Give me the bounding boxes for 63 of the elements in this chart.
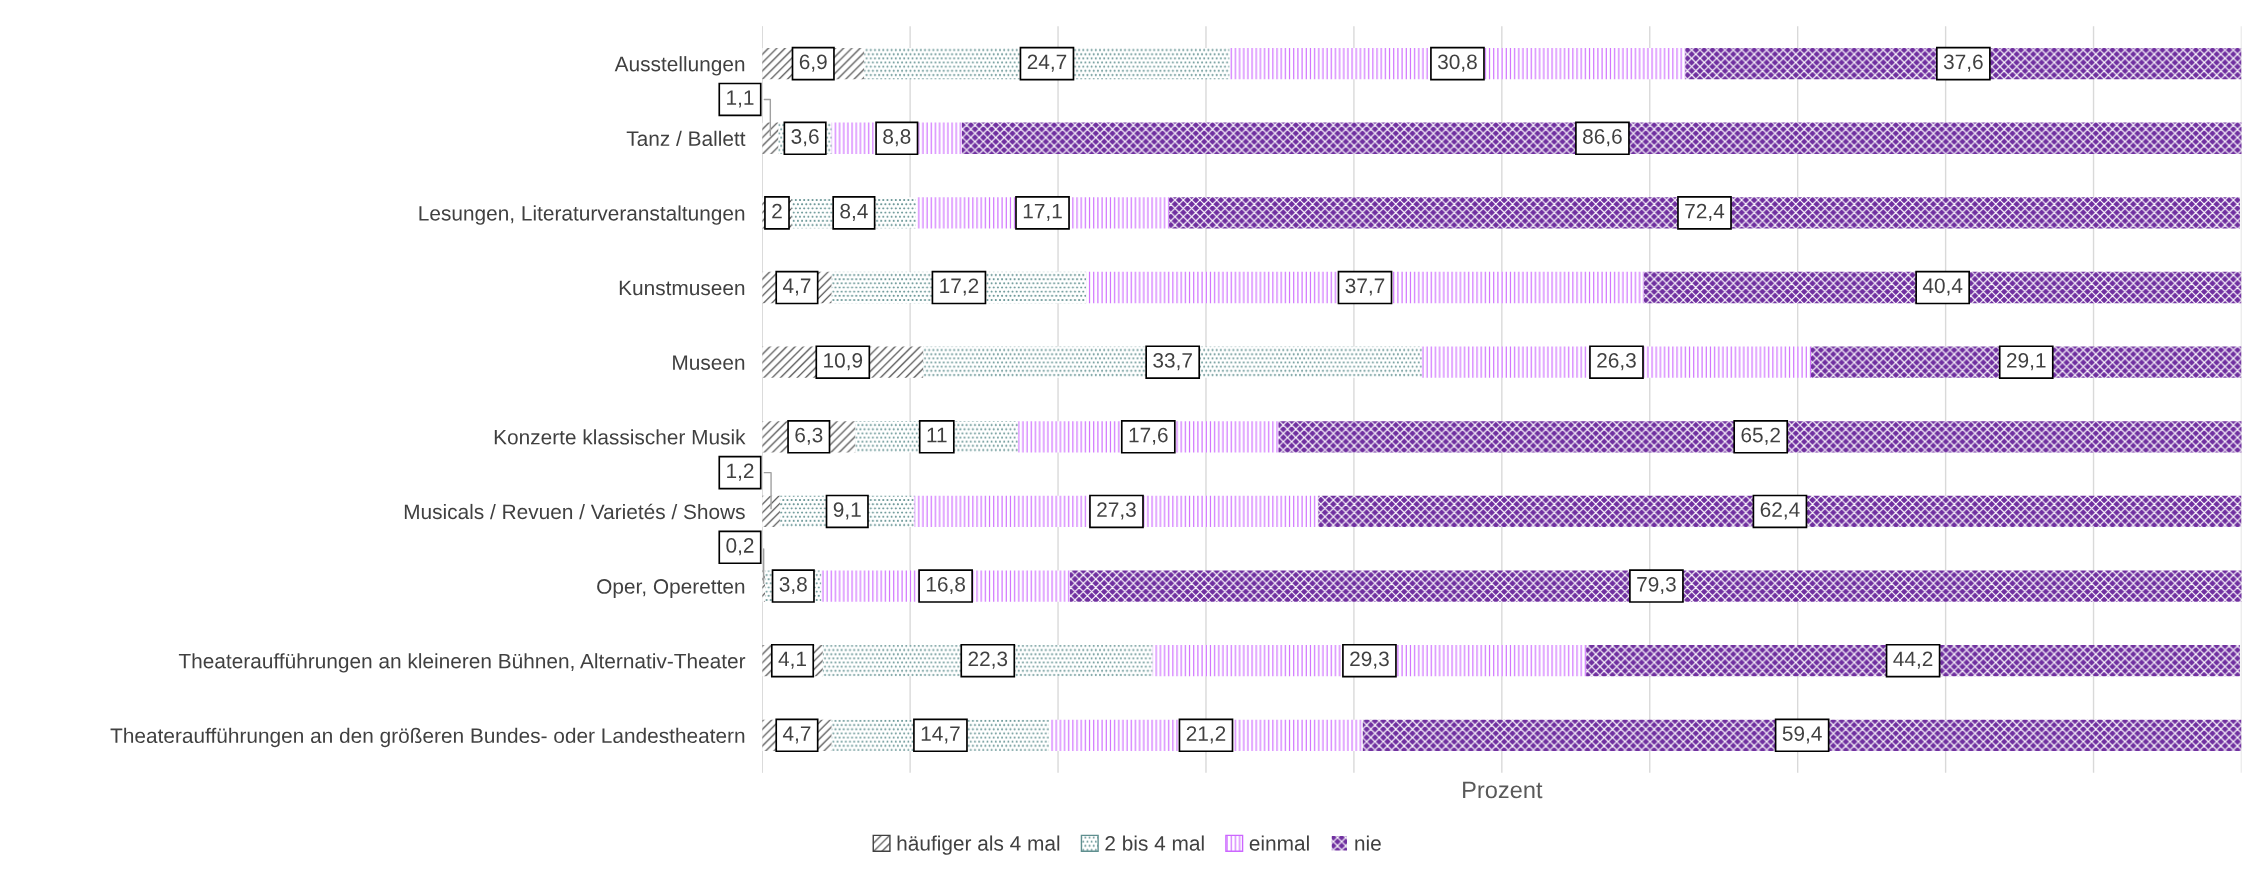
data-label: 44,2 bbox=[1893, 651, 1933, 669]
data-label: 8,8 bbox=[883, 129, 911, 147]
y-tick-label: Theateraufführungen an kleineren Bühnen, Alternativ-Theater bbox=[178, 653, 746, 673]
data-label: 2 bbox=[772, 203, 782, 219]
data-label: 4,1 bbox=[778, 651, 806, 669]
y-tick-label: Theateraufführungen an den größeren Bundes- oder Landestheatern bbox=[110, 727, 745, 748]
data-label: 29,1 bbox=[2007, 353, 2046, 371]
legend-label: 2 bis 4 mal bbox=[1105, 835, 1204, 851]
data-label: 3,8 bbox=[779, 576, 807, 595]
y-tick-label: Lesungen, Literaturveranstaltungen bbox=[419, 205, 745, 225]
data-label: 72,4 bbox=[1685, 203, 1725, 221]
data-label: 37,6 bbox=[1943, 54, 1983, 72]
y-tick-label: Museen bbox=[673, 355, 745, 370]
data-label: 6,3 bbox=[795, 427, 823, 445]
data-label: 1,1 bbox=[727, 90, 754, 108]
data-label: 4,7 bbox=[782, 726, 811, 744]
x-axis-title: Prozent bbox=[1463, 781, 1543, 799]
data-label: 37,7 bbox=[1345, 278, 1385, 296]
data-label: 65,2 bbox=[1741, 427, 1780, 445]
data-label: 0,2 bbox=[726, 538, 754, 556]
y-tick-label: Tanz / Ballett bbox=[626, 130, 746, 147]
bar bbox=[1278, 421, 2242, 453]
y-tick-label: Musicals / Revuen / Varietés / Shows bbox=[404, 503, 745, 520]
data-label: 27,3 bbox=[1097, 502, 1136, 520]
legend-label: häufiger als 4 mal bbox=[897, 835, 1060, 855]
data-label: 21,2 bbox=[1186, 726, 1226, 744]
bar bbox=[961, 122, 2242, 154]
data-label: 9,1 bbox=[833, 502, 861, 520]
data-label: 59,4 bbox=[1782, 726, 1822, 744]
data-label: 79,3 bbox=[1637, 576, 1676, 595]
data-label: 14,7 bbox=[921, 726, 960, 744]
data-label: 29,3 bbox=[1350, 651, 1389, 669]
data-label: 33,7 bbox=[1153, 353, 1192, 371]
y-tick-label: Oper, Operetten bbox=[597, 579, 745, 598]
data-label: 86,6 bbox=[1583, 129, 1622, 147]
data-label: 11 bbox=[927, 427, 947, 443]
bar bbox=[762, 495, 780, 528]
legend-label: einmal bbox=[1249, 835, 1309, 851]
data-label: 22,3 bbox=[968, 651, 1008, 669]
data-label: 17,2 bbox=[940, 278, 979, 296]
data-label: 8,4 bbox=[840, 203, 868, 221]
bar bbox=[1643, 271, 2242, 304]
bar bbox=[1069, 570, 2242, 602]
bar bbox=[1362, 719, 2242, 751]
data-label: 3,6 bbox=[791, 129, 819, 147]
data-label: 17,1 bbox=[1023, 203, 1062, 221]
data-label: 1,2 bbox=[727, 463, 754, 481]
data-label: 4,7 bbox=[782, 278, 811, 296]
legend-label: nie bbox=[1355, 835, 1381, 851]
data-label: 10,9 bbox=[824, 353, 863, 371]
data-label: 17,6 bbox=[1129, 427, 1168, 445]
data-label: 26,3 bbox=[1597, 353, 1636, 371]
data-label: 40,4 bbox=[1922, 278, 1963, 296]
bar bbox=[1168, 197, 2240, 229]
data-label: 16,8 bbox=[926, 576, 965, 595]
bar bbox=[1318, 495, 2242, 528]
data-label: 6,9 bbox=[799, 54, 827, 72]
y-tick-label: Ausstellungen bbox=[614, 56, 745, 76]
data-label: 24,7 bbox=[1027, 54, 1067, 72]
y-tick-label: Kunstmuseen bbox=[619, 280, 745, 296]
y-tick-label: Konzerte klassischer Musik bbox=[494, 429, 746, 445]
data-label: 30,8 bbox=[1437, 54, 1477, 72]
data-label: 62,4 bbox=[1760, 502, 1800, 520]
